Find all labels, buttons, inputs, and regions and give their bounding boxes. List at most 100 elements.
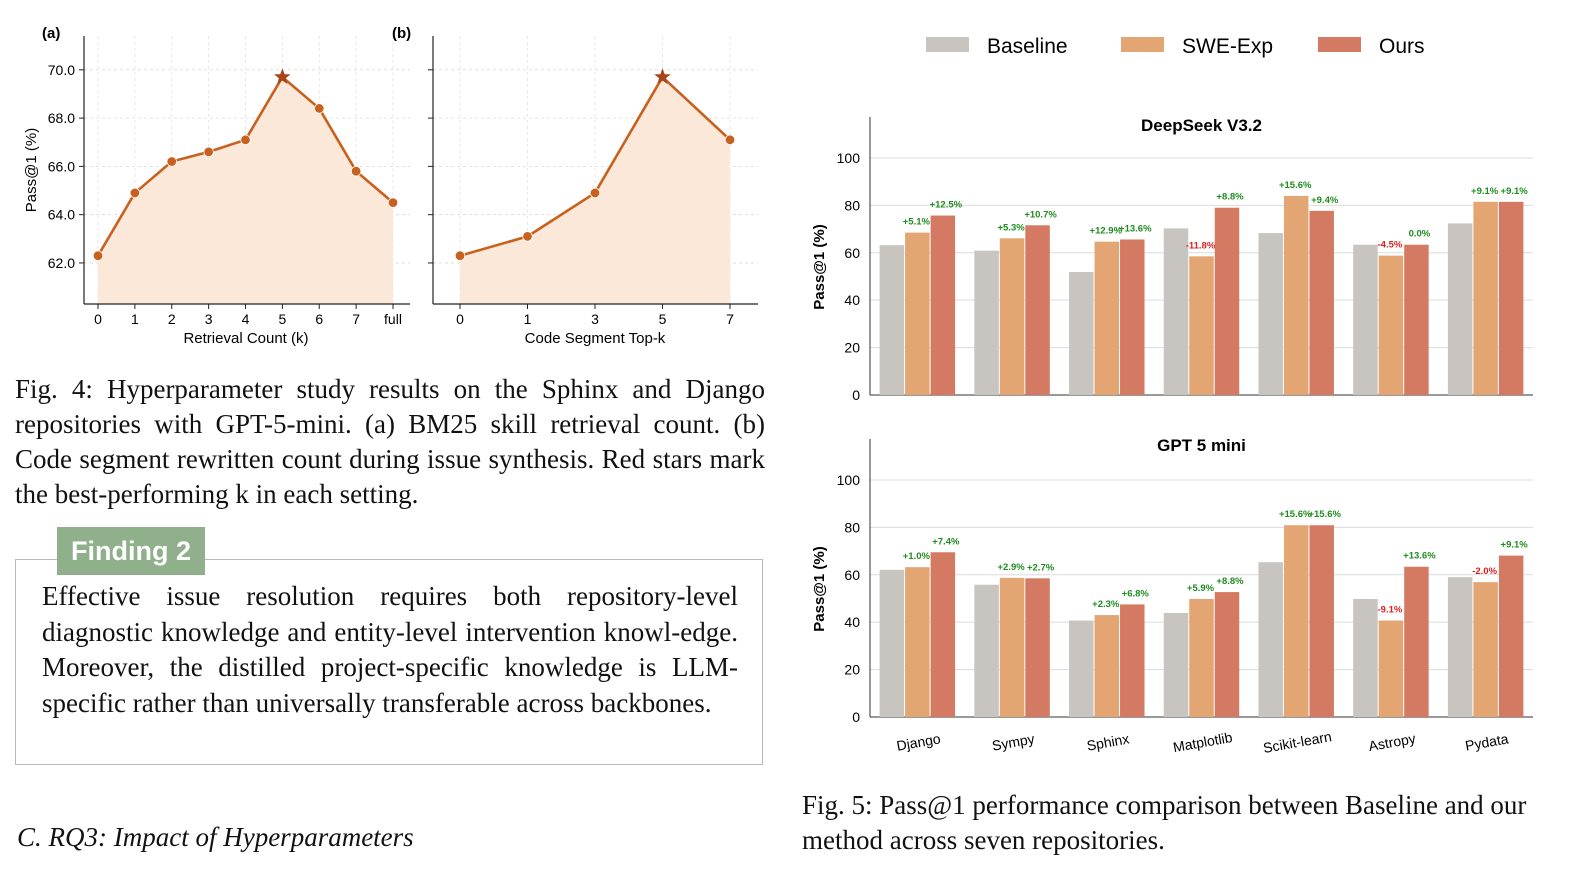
- category-label: Matplotlib: [1172, 729, 1234, 755]
- panel-a-ylabel: Pass@1 (%): [23, 128, 40, 212]
- panel-b-tag: (b): [392, 25, 411, 42]
- gain-label: +9.1%: [1471, 186, 1499, 197]
- gain-label: +15.6%: [1279, 509, 1312, 520]
- gain-label: +15.6%: [1308, 509, 1341, 520]
- bar-swe-exp: [999, 577, 1025, 717]
- legend-label: Ours: [1379, 35, 1425, 58]
- fig5-figure: Baseline SWE-Exp Ours DeepSeek V3.2 0 20 40 60…: [811, 35, 1533, 756]
- x-tick-label: 5: [278, 311, 286, 327]
- x-tick-label: 5: [659, 311, 667, 327]
- bar-baseline: [1258, 562, 1283, 717]
- bar-baseline: [1069, 271, 1094, 395]
- gain-label: +6.8%: [1122, 588, 1150, 599]
- bar-swe-exp: [1473, 201, 1498, 395]
- data-point: [129, 187, 141, 199]
- bar-swe-exp: [999, 238, 1025, 395]
- category-label: Astropy: [1367, 730, 1417, 754]
- gain-label: +10.7%: [1024, 209, 1057, 220]
- bar-ours: [1498, 555, 1524, 717]
- gain-label: +2.3%: [1092, 599, 1120, 610]
- gain-label: +2.7%: [1027, 562, 1055, 573]
- fig5-caption: Fig. 5: Pass@1 performance comparison be…: [802, 790, 1527, 855]
- category-label: Scikit-learn: [1262, 728, 1333, 756]
- bar-baseline: [974, 584, 999, 717]
- y-tick-label: 100: [837, 472, 861, 488]
- x-tick-label: 4: [242, 311, 250, 327]
- legend-label: SWE-Exp: [1182, 35, 1273, 58]
- bar-baseline: [1353, 598, 1378, 717]
- y-tick-label: 68.0: [48, 110, 75, 126]
- y-tick-label: 100: [837, 150, 861, 166]
- category-label: Sympy: [991, 730, 1036, 753]
- bar-swe-exp: [1094, 241, 1120, 395]
- gain-label: -9.1%: [1378, 605, 1403, 616]
- gain-label: +8.8%: [1216, 192, 1244, 203]
- gain-label: -4.5%: [1378, 240, 1403, 251]
- gain-label: +8.8%: [1216, 576, 1244, 587]
- bar-baseline: [879, 245, 905, 395]
- bar-swe-exp: [905, 232, 930, 395]
- bar-ours: [1025, 225, 1050, 395]
- data-point: [350, 166, 362, 177]
- bar-ours: [1025, 578, 1050, 717]
- bar-swe-exp: [1283, 195, 1309, 395]
- y-tick-label: 70.0: [48, 62, 75, 78]
- bar-swe-exp: [1189, 598, 1214, 717]
- gain-label: +13.6%: [1119, 224, 1152, 235]
- category-label: Sphinx: [1085, 730, 1130, 753]
- data-point: [454, 250, 466, 261]
- x-tick-label: full: [384, 311, 402, 327]
- panel-b-area-fill: [460, 77, 730, 304]
- panel-a-tag: (a): [42, 25, 60, 42]
- y-tick-label: 80: [844, 519, 860, 535]
- best-point-star: [654, 68, 671, 85]
- bar-swe-exp: [1378, 620, 1404, 717]
- fig4-caption: Fig. 4: Hyperparameter study results on …: [15, 374, 765, 509]
- y-tick-label: 0: [852, 709, 860, 725]
- bar-baseline: [1163, 228, 1189, 395]
- bar-baseline: [1258, 233, 1283, 395]
- gain-label: +13.6%: [1403, 551, 1436, 562]
- x-tick-label: 6: [315, 311, 323, 327]
- bar-swe-exp: [1189, 256, 1214, 395]
- y-axis-label: Pass@1 (%): [811, 224, 828, 310]
- bar-swe-exp: [1094, 615, 1120, 717]
- x-tick-label: 0: [456, 311, 464, 327]
- best-point-star: [274, 68, 291, 85]
- finding-box: [15, 559, 763, 765]
- y-tick-label: 60: [844, 245, 860, 261]
- y-tick-label: 20: [844, 340, 860, 356]
- chart-title: DeepSeek V3.2: [1141, 116, 1262, 135]
- bar-baseline: [879, 569, 905, 717]
- gain-label: +5.3%: [997, 222, 1025, 233]
- bar-ours: [1498, 201, 1524, 395]
- gain-label: +9.4%: [1311, 195, 1339, 206]
- bar-ours: [1404, 566, 1429, 717]
- gain-label: +9.1%: [1501, 540, 1529, 551]
- data-point: [589, 187, 601, 199]
- section-heading: C. RQ3: Impact of Hyperparameters: [17, 822, 414, 852]
- bar-swe-exp: [1378, 255, 1404, 395]
- bar-ours: [1214, 207, 1240, 395]
- bar-baseline: [974, 250, 999, 395]
- bar-swe-exp: [1283, 525, 1309, 717]
- bar-ours: [930, 552, 956, 717]
- x-tick-label: 3: [205, 311, 213, 327]
- gain-label: -11.8%: [1186, 240, 1216, 251]
- legend-swatch: [1121, 37, 1164, 52]
- gain-label: +15.6%: [1279, 180, 1312, 191]
- y-tick-label: 40: [844, 614, 860, 630]
- bar-ours: [1404, 244, 1429, 395]
- x-tick-label: 1: [131, 311, 139, 327]
- y-tick-label: 20: [844, 662, 860, 678]
- data-point: [203, 146, 214, 158]
- data-point: [522, 231, 533, 242]
- x-tick-label: 7: [726, 311, 734, 327]
- legend-label: Baseline: [987, 35, 1068, 58]
- bar-baseline: [1447, 223, 1473, 395]
- panel-a-xlabel: Retrieval Count (k): [183, 330, 308, 347]
- fig4-panel-a: 62.0 64.0 66.0 68.0 70.0 0 1 2 3 4 5 6 7 full (a) Re…: [23, 25, 410, 347]
- gain-label: +12.5%: [930, 200, 963, 211]
- y-tick-label: 66.0: [48, 158, 75, 174]
- bar-baseline: [1069, 620, 1094, 717]
